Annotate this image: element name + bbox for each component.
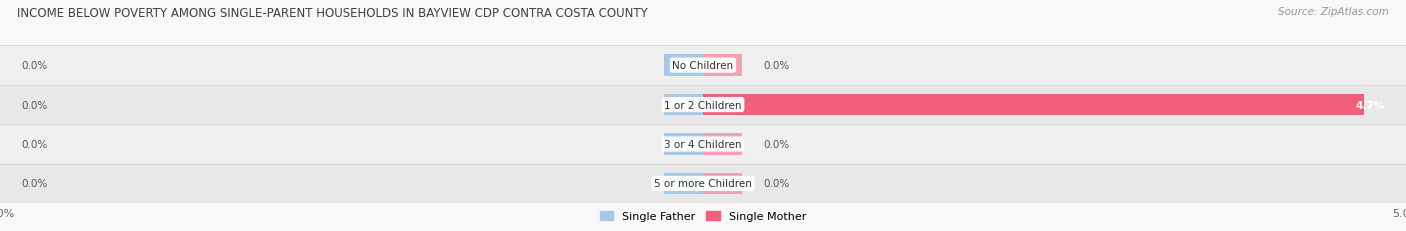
Legend: Single Father, Single Mother: Single Father, Single Mother [596,206,810,225]
Text: 1 or 2 Children: 1 or 2 Children [664,100,742,110]
Bar [0,125,1406,164]
Text: No Children: No Children [672,61,734,71]
Bar [664,134,703,155]
Text: 0.0%: 0.0% [763,139,790,149]
Bar [703,134,742,155]
Bar [0,164,1406,203]
Text: 4.7%: 4.7% [1355,100,1385,110]
Text: Source: ZipAtlas.com: Source: ZipAtlas.com [1278,7,1389,17]
Text: 0.0%: 0.0% [763,179,790,189]
Text: 0.0%: 0.0% [21,139,48,149]
Bar [703,173,742,195]
Text: 0.0%: 0.0% [21,61,48,71]
Bar [0,85,1406,125]
Bar [703,55,742,77]
Text: 0.0%: 0.0% [21,179,48,189]
Bar [664,173,703,195]
Text: 3 or 4 Children: 3 or 4 Children [664,139,742,149]
Bar [0,46,1406,85]
Text: 5 or more Children: 5 or more Children [654,179,752,189]
Bar [664,55,703,77]
Text: INCOME BELOW POVERTY AMONG SINGLE-PARENT HOUSEHOLDS IN BAYVIEW CDP CONTRA COSTA : INCOME BELOW POVERTY AMONG SINGLE-PARENT… [17,7,648,20]
Text: 0.0%: 0.0% [21,100,48,110]
Text: 0.0%: 0.0% [763,61,790,71]
Bar [664,94,703,116]
Bar [703,94,1364,116]
